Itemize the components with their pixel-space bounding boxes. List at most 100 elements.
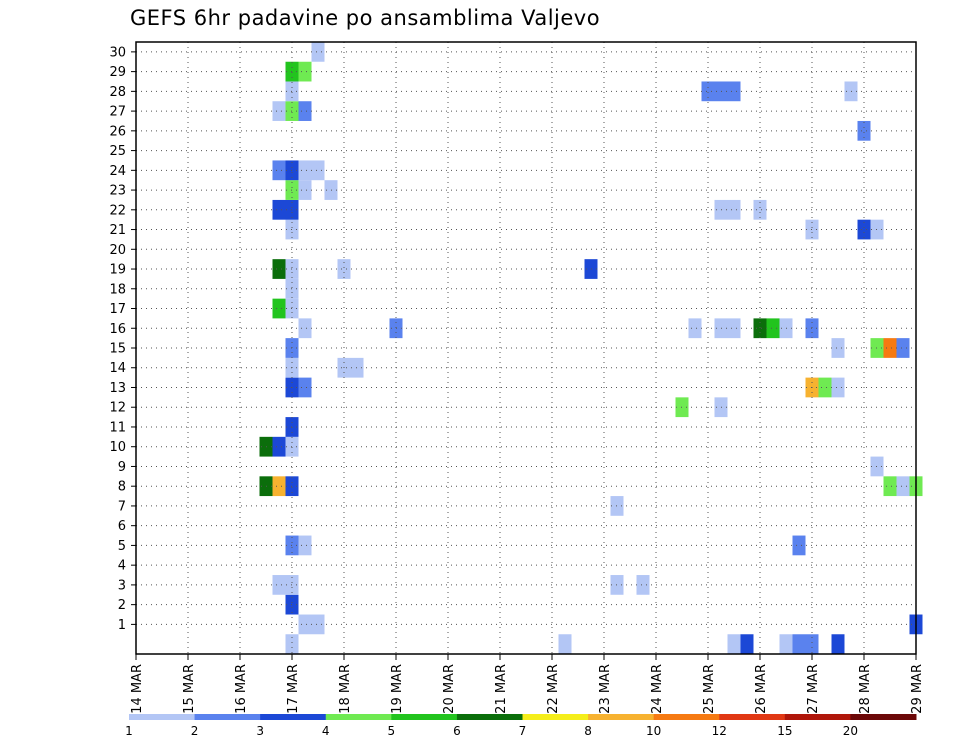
- precip-cell: [311, 160, 325, 181]
- x-tick-label: 16 MAR: [234, 664, 249, 714]
- legend-label: 15: [777, 724, 792, 738]
- y-tick-label: 28: [109, 85, 126, 100]
- chart-title: GEFS 6hr padavine po ansamblima Valjevo: [130, 6, 601, 30]
- legend-label: 5: [388, 724, 396, 738]
- precip-cell: [298, 160, 312, 181]
- legend-swatch: [260, 714, 327, 720]
- legend-swatch: [784, 714, 851, 720]
- x-tick-label: 26 MAR: [754, 664, 769, 714]
- precip-cell: [896, 338, 910, 358]
- precip-cell: [298, 318, 312, 339]
- legend-label: 4: [322, 724, 330, 738]
- precip-cell: [298, 377, 312, 398]
- precip-cell: [753, 318, 767, 339]
- x-tick-label: 15 MAR: [182, 664, 197, 714]
- precip-cell: [272, 160, 286, 181]
- y-tick-label: 24: [109, 164, 126, 179]
- y-tick-label: 5: [118, 539, 126, 554]
- x-tick-label: 19 MAR: [390, 664, 405, 714]
- precip-cell: [272, 575, 286, 595]
- x-tick-label: 17 MAR: [286, 664, 301, 714]
- precip-cell: [766, 318, 780, 339]
- y-tick-label: 29: [109, 65, 126, 80]
- precip-cell: [272, 298, 286, 319]
- legend-swatch: [588, 714, 655, 720]
- legend-swatch: [194, 714, 261, 720]
- precip-cell: [792, 634, 806, 654]
- y-tick-label: 4: [118, 559, 126, 574]
- precip-cell: [272, 199, 286, 220]
- y-tick-label: 3: [118, 578, 126, 593]
- y-tick-label: 17: [109, 302, 126, 317]
- precip-cell: [311, 42, 325, 62]
- x-tick-label: 28 MAR: [858, 664, 873, 714]
- legend-label: 8: [584, 724, 592, 738]
- x-tick-label: 14 MAR: [130, 664, 145, 714]
- legend-swatch: [325, 714, 392, 720]
- precip-cell: [727, 81, 741, 102]
- y-tick-label: 7: [118, 499, 126, 514]
- legend-label: 20: [843, 724, 858, 738]
- y-tick-label: 26: [109, 124, 126, 139]
- precip-cell: [272, 259, 286, 279]
- y-tick-label: 15: [109, 342, 126, 357]
- y-tick-label: 2: [118, 598, 126, 613]
- x-tick-label: 18 MAR: [338, 664, 353, 714]
- x-tick-label: 25 MAR: [702, 664, 717, 714]
- y-tick-label: 23: [109, 184, 126, 199]
- legend-label: 10: [646, 724, 661, 738]
- precip-cell: [272, 436, 286, 457]
- precip-cell: [831, 338, 845, 358]
- y-tick-label: 13: [109, 381, 126, 396]
- precip-cell: [298, 101, 312, 121]
- y-tick-label: 22: [109, 203, 126, 218]
- precip-cell: [779, 634, 793, 654]
- y-tick-label: 27: [109, 105, 126, 120]
- precip-cell: [701, 81, 715, 102]
- precip-cell: [857, 120, 871, 141]
- legend-swatch: [653, 714, 720, 720]
- precip-cell: [298, 180, 312, 200]
- legend-swatch: [719, 714, 786, 720]
- legend-label: 1: [125, 724, 133, 738]
- legend-swatch: [129, 714, 196, 720]
- x-tick-label: 20 MAR: [442, 664, 457, 714]
- y-tick-label: 21: [109, 223, 126, 238]
- x-tick-label: 29 MAR: [910, 664, 925, 714]
- y-tick-label: 14: [109, 361, 126, 376]
- y-tick-label: 18: [109, 282, 126, 297]
- precip-cell: [740, 634, 754, 654]
- precip-cell: [831, 634, 845, 654]
- precip-cell: [636, 575, 650, 595]
- precip-cell: [896, 476, 910, 497]
- legend-swatch: [391, 714, 458, 720]
- precip-cell: [805, 634, 819, 654]
- precip-cell: [298, 535, 312, 556]
- precip-cell: [285, 634, 299, 654]
- x-tick-label: 22 MAR: [546, 664, 561, 714]
- x-tick-label: 23 MAR: [598, 664, 613, 714]
- y-tick-label: 16: [109, 322, 126, 337]
- y-tick-label: 6: [118, 519, 126, 534]
- legend-swatch: [456, 714, 523, 720]
- precip-cell: [883, 476, 897, 497]
- y-tick-label: 1: [118, 618, 126, 633]
- precip-cell: [818, 377, 832, 398]
- precip-cell: [337, 259, 351, 279]
- precip-cell: [298, 614, 312, 635]
- y-tick-label: 8: [118, 480, 126, 495]
- y-tick-label: 19: [109, 263, 126, 278]
- y-tick-label: 30: [109, 45, 126, 60]
- precip-cell: [857, 219, 871, 240]
- precip-cell: [311, 614, 325, 635]
- y-tick-label: 11: [109, 420, 126, 435]
- legend-swatch: [522, 714, 589, 720]
- precip-cell: [792, 535, 806, 556]
- precip-cell: [558, 634, 572, 654]
- precip-cell: [272, 101, 286, 121]
- precip-cell: [272, 476, 286, 497]
- y-tick-label: 10: [109, 440, 126, 455]
- precip-cell: [727, 318, 741, 339]
- precip-cell: [753, 199, 767, 220]
